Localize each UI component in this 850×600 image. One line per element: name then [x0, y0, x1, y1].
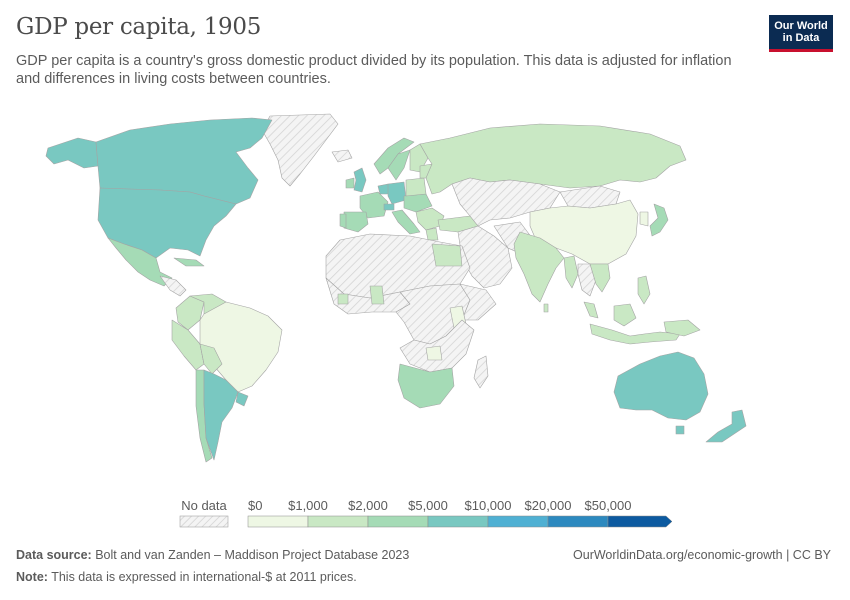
region-south-africa[interactable]: [397, 363, 455, 409]
owid-logo[interactable]: Our World in Data: [769, 15, 833, 52]
region-uruguay[interactable]: [235, 391, 249, 407]
region-poland[interactable]: [405, 177, 427, 197]
legend-no-data-swatch: [179, 515, 229, 528]
region-italy[interactable]: [391, 209, 421, 235]
region-peru[interactable]: [171, 319, 205, 371]
region-philippines[interactable]: [637, 275, 651, 305]
region-malaysia[interactable]: [583, 301, 599, 319]
legend-bin-swatch[interactable]: [307, 515, 369, 528]
region-argentina[interactable]: [203, 369, 239, 461]
legend-bin-label: $5,000: [408, 498, 448, 513]
region-germany[interactable]: [387, 181, 407, 205]
legend-bin-swatch[interactable]: [547, 515, 609, 528]
legend-bins: $0 $1,000 $2,000 $5,000 $10,000 $20,000 $50,00…: [247, 498, 673, 528]
footer-url-link[interactable]: OurWorldinData.org/economic-growth: [573, 548, 783, 562]
region-east-africa[interactable]: [459, 283, 497, 321]
region-tasmania[interactable]: [675, 425, 685, 435]
region-ireland[interactable]: [345, 177, 355, 189]
region-india[interactable]: [513, 231, 565, 303]
logo-line-1: Our World: [774, 20, 828, 32]
world-map[interactable]: [0, 108, 850, 488]
region-egypt[interactable]: [431, 243, 463, 267]
region-australia[interactable]: [613, 351, 709, 421]
chart-title: GDP per capita, 1905: [16, 14, 262, 40]
region-greenland[interactable]: [261, 113, 339, 187]
footer-attribution: OurWorldinData.org/economic-growth | CC …: [573, 548, 831, 562]
legend-no-data-label: No data: [181, 498, 227, 513]
region-france[interactable]: [359, 191, 389, 219]
region-southern-africa[interactable]: [399, 319, 475, 373]
region-ghana[interactable]: [369, 285, 385, 305]
footer-source-text[interactable]: Bolt and van Zanden – Maddison Project D…: [95, 548, 410, 562]
legend-bin-label: $1,000: [288, 498, 328, 513]
legend-bin-label: $0: [248, 498, 262, 513]
region-bolivia[interactable]: [199, 343, 223, 375]
region-japan[interactable]: [649, 203, 669, 237]
footer-source: Data source: Bolt and van Zanden – Maddi…: [16, 548, 409, 562]
legend-bin-swatch[interactable]: [607, 515, 673, 528]
region-madagascar[interactable]: [473, 355, 489, 389]
region-sri-lanka[interactable]: [543, 303, 549, 313]
region-sweden[interactable]: [387, 149, 411, 181]
footer-note-text: This data is expressed in international-…: [51, 570, 357, 584]
map-legend: No data $0 $1,000 $2,000 $5,000 $10,000 $20,0…: [179, 498, 673, 528]
region-spain[interactable]: [343, 211, 369, 233]
legend-bin-label: $50,000: [585, 498, 632, 513]
region-central-america[interactable]: [159, 275, 187, 297]
region-norway[interactable]: [373, 137, 415, 175]
legend-bin-swatch[interactable]: [427, 515, 489, 528]
legend-bin-label: $20,000: [525, 498, 572, 513]
legend-bin-swatch[interactable]: [247, 515, 309, 528]
footer-note-label: Note:: [16, 570, 48, 584]
legend-bin-label: $10,000: [465, 498, 512, 513]
region-iceland[interactable]: [331, 149, 353, 163]
footer-source-label: Data source:: [16, 548, 92, 562]
legend-bin-label: $2,000: [348, 498, 388, 513]
region-alaska[interactable]: [45, 137, 99, 169]
region-switzerland[interactable]: [383, 203, 395, 211]
region-finland[interactable]: [409, 143, 429, 173]
logo-line-2: in Data: [782, 32, 820, 44]
region-zambia[interactable]: [425, 345, 443, 361]
region-new-zealand[interactable]: [705, 409, 747, 443]
region-cuba[interactable]: [173, 257, 205, 267]
region-new-guinea[interactable]: [663, 319, 701, 337]
region-korea[interactable]: [639, 211, 649, 227]
region-burma[interactable]: [563, 255, 579, 289]
region-indonesia[interactable]: [589, 323, 681, 345]
footer-license-link[interactable]: CC BY: [792, 548, 831, 562]
region-uk[interactable]: [353, 167, 367, 193]
region-greece[interactable]: [425, 227, 439, 241]
region-portugal[interactable]: [339, 213, 347, 229]
region-borneo[interactable]: [613, 303, 637, 327]
footer-note: Note: This data is expressed in internat…: [16, 570, 357, 584]
region-indochina[interactable]: [589, 263, 611, 293]
legend-bin-swatch[interactable]: [487, 515, 549, 528]
chart-subtitle: GDP per capita is a country's gross dome…: [16, 53, 732, 87]
region-sierra-leone[interactable]: [337, 293, 349, 305]
legend-bin-swatch[interactable]: [367, 515, 429, 528]
